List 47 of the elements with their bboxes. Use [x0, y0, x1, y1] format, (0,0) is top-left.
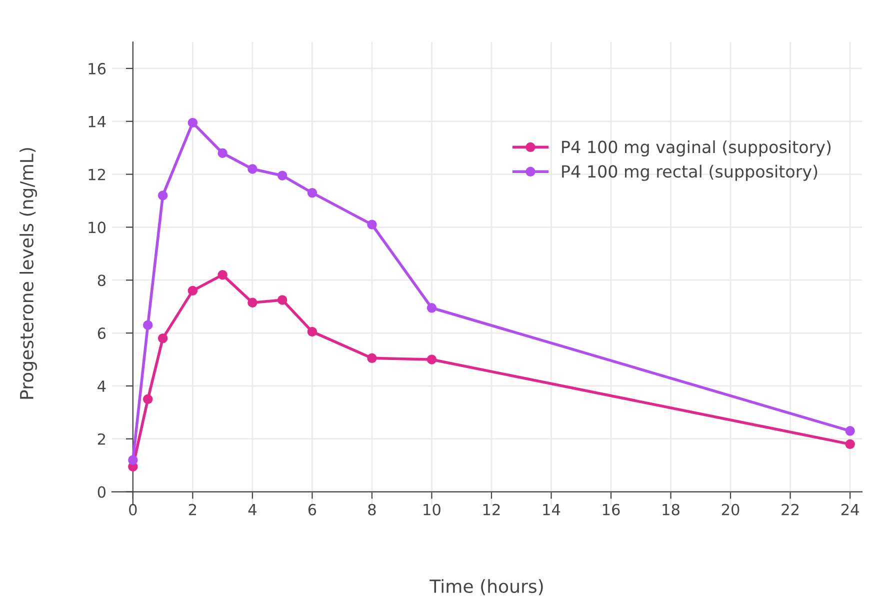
- y-tick-label: 16: [88, 62, 106, 74]
- point: [426, 303, 437, 313]
- point: [307, 326, 318, 337]
- legend-label: P4 100 mg rectal (suppository): [562, 164, 818, 181]
- legend-label: P4 100 mg vaginal (suppository): [562, 140, 831, 156]
- point: [845, 426, 855, 436]
- y-tick-label: 6: [98, 327, 106, 340]
- point: [367, 353, 377, 364]
- y-axis-title: Progesterone levels (ng/mL): [20, 148, 37, 399]
- point: [277, 170, 288, 180]
- x-tick-label: 12: [483, 504, 500, 516]
- point: [128, 455, 138, 465]
- x-tick-label: 10: [424, 504, 440, 516]
- x-tick-label: 22: [782, 504, 798, 516]
- x-tick-label: 8: [368, 504, 376, 516]
- point: [367, 220, 377, 230]
- y-tick-label: 10: [88, 222, 106, 234]
- y-tick-label: 0: [98, 486, 106, 498]
- point: [158, 333, 168, 344]
- point: [307, 188, 318, 198]
- x-tick-label: 0: [129, 504, 137, 516]
- y-tick-label: 4: [98, 380, 106, 392]
- x-tick-label: 16: [602, 504, 620, 516]
- point: [142, 394, 153, 404]
- point: [277, 295, 288, 305]
- y-tick-label: 2: [98, 433, 105, 445]
- point: [158, 190, 168, 200]
- point: [218, 148, 228, 158]
- x-tick-label: 2: [188, 504, 196, 516]
- y-tick-label: 8: [98, 274, 106, 286]
- point: [218, 270, 228, 280]
- x-tick-label: 6: [308, 504, 316, 516]
- y-tick-label: 14: [88, 116, 106, 128]
- point: [426, 354, 437, 364]
- y-tick-label: 12: [88, 168, 105, 180]
- x-tick-label: 20: [722, 504, 740, 516]
- point: [248, 298, 258, 308]
- point: [188, 286, 198, 296]
- point: [845, 439, 855, 450]
- x-tick-label: 4: [248, 504, 256, 516]
- x-axis-title: Time (hours): [430, 579, 543, 596]
- point: [248, 164, 258, 174]
- x-tick-label: 14: [543, 504, 560, 516]
- point: [142, 320, 153, 330]
- x-tick-label: 24: [841, 504, 859, 516]
- point: [188, 118, 198, 128]
- x-tick-label: 18: [662, 504, 680, 516]
